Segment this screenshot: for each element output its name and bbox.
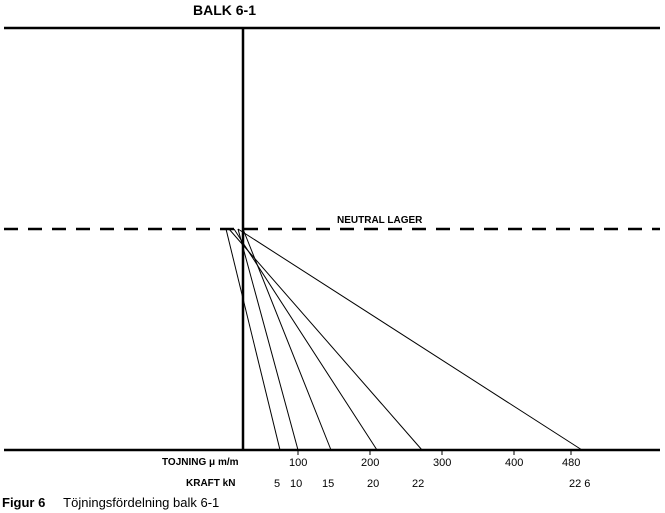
kraft-label-10: 10 (290, 478, 302, 490)
strain-line-kraft-20 (234, 229, 377, 450)
tick-label-100: 100 (289, 457, 307, 469)
chart-title: BALK 6-1 (193, 2, 256, 18)
strain-line-kraft-22-6 (238, 229, 582, 450)
strain-line-kraft-22 (229, 229, 422, 450)
chart-svg (0, 0, 665, 508)
kraft-label-22-6: 22 6 (569, 478, 590, 490)
kraft-label-15: 15 (322, 478, 334, 490)
strain-line-kraft-5 (226, 229, 280, 450)
kraft-row-title: KRAFT kN (186, 478, 235, 489)
x-axis-title: TOJNING μ m/m (162, 457, 239, 468)
neutral-layer-label: NEUTRAL LAGER (337, 215, 422, 226)
strain-line-kraft-15 (243, 229, 331, 450)
tick-label-300: 300 (433, 457, 451, 469)
tick-label-480: 480 (562, 457, 580, 469)
kraft-label-5: 5 (274, 478, 280, 490)
kraft-label-20: 20 (367, 478, 379, 490)
chart-canvas: BALK 6-1 NEUTRAL LAGER TOJNING μ m/m KRA… (0, 0, 665, 508)
tick-label-400: 400 (505, 457, 523, 469)
tick-label-200: 200 (361, 457, 379, 469)
kraft-label-22: 22 (412, 478, 424, 490)
